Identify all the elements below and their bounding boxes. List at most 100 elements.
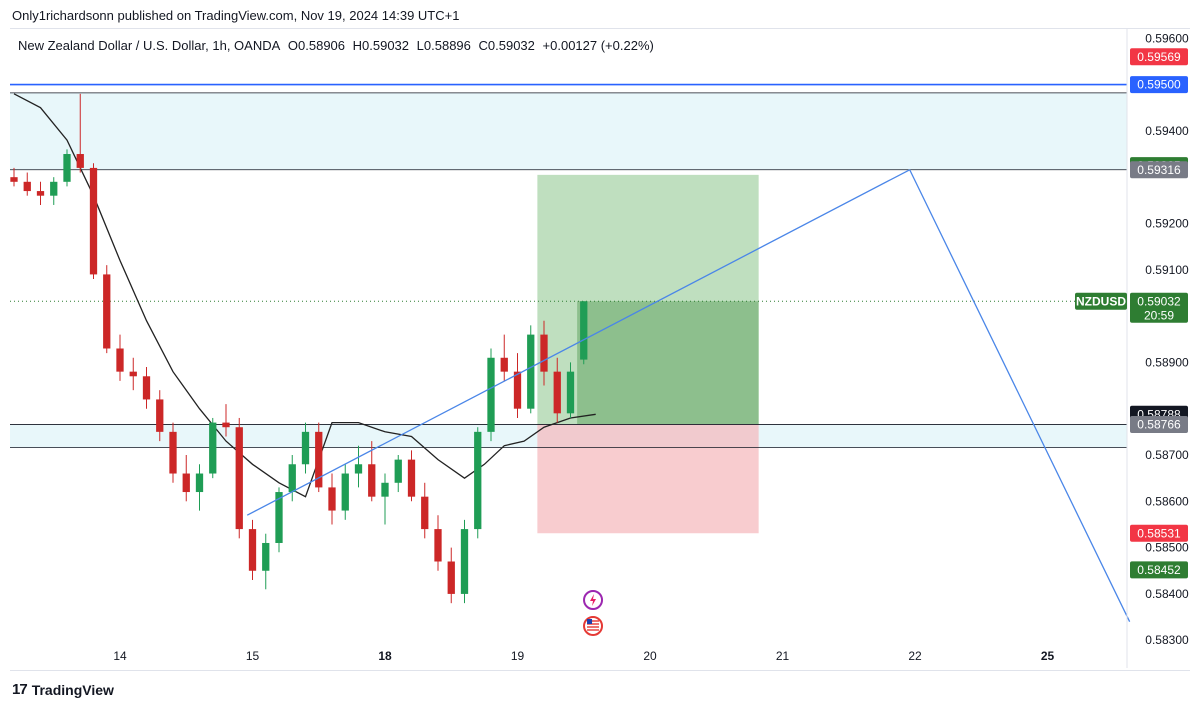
candle-body[interactable] (275, 492, 283, 543)
price-tick-label: 0.58400 (1145, 587, 1189, 601)
legend-high: H0.59032 (352, 38, 410, 53)
time-tick-label: 15 (246, 649, 260, 663)
price-tag[interactable] (1130, 524, 1188, 542)
price-tick-label: 0.58700 (1145, 448, 1189, 462)
price-tag-label: 0.58766 (1137, 417, 1181, 431)
candle-body[interactable] (434, 529, 442, 562)
horizontal-lines-layer (10, 83, 1127, 448)
tradingview-footer[interactable]: 17 TradingView (12, 681, 114, 698)
time-tick-label: 22 (908, 649, 922, 663)
price-tag-label: 0.59569 (1137, 50, 1181, 64)
price-tag-label: 0.59500 (1137, 78, 1181, 92)
candle-body[interactable] (540, 334, 548, 372)
candle-body[interactable] (328, 487, 336, 511)
candle-body[interactable] (341, 473, 349, 511)
open-profit-zone (577, 301, 759, 425)
candle-body[interactable] (500, 357, 508, 372)
candle-body[interactable] (36, 191, 45, 196)
stop-loss-zone[interactable] (537, 424, 759, 534)
candle-body[interactable] (315, 431, 323, 488)
candle-body[interactable] (76, 154, 84, 168)
candle-body[interactable] (142, 376, 151, 400)
trendline[interactable] (246, 169, 911, 516)
candle-body[interactable] (63, 154, 71, 182)
candle-body[interactable] (89, 167, 98, 275)
candle-body[interactable] (527, 334, 535, 409)
price-tag[interactable] (1130, 76, 1188, 94)
candle-body[interactable] (103, 274, 111, 349)
candle-body[interactable] (262, 542, 270, 571)
candle-body[interactable] (209, 422, 217, 474)
candle-body[interactable] (288, 464, 296, 493)
publisher-line: Only1richardsonn published on TradingVie… (12, 8, 460, 23)
candle-body[interactable] (195, 473, 204, 493)
chart-frame (10, 28, 1190, 671)
candle-body[interactable] (566, 371, 575, 414)
candle-body[interactable] (23, 181, 31, 192)
price-tag[interactable] (1130, 161, 1188, 179)
legend-change: +0.00127 (+0.22%) (542, 38, 654, 53)
price-tag-label: 0.59316 (1137, 163, 1181, 177)
legend-instrument: New Zealand Dollar / U.S. Dollar, 1h, OA… (18, 38, 281, 53)
time-tick-label: 20 (643, 649, 657, 663)
time-tick-label: 14 (113, 649, 127, 663)
candle-body[interactable] (407, 459, 416, 497)
price-tick-label: 0.59400 (1145, 124, 1189, 138)
candle-body[interactable] (580, 301, 588, 360)
candles-layer (10, 93, 588, 604)
legend-close: C0.59032 (478, 38, 535, 53)
tradingview-logo-icon: 17 (12, 681, 28, 698)
legend-low: L0.58896 (416, 38, 471, 53)
candle-body[interactable] (116, 348, 124, 372)
candle-body[interactable] (129, 371, 137, 377)
candle-body[interactable] (513, 371, 522, 409)
candle-body[interactable] (460, 529, 469, 594)
candle-body[interactable] (222, 422, 230, 428)
candle-body[interactable] (156, 399, 164, 432)
candle-body[interactable] (553, 371, 561, 414)
price-tag[interactable] (1130, 415, 1188, 433)
price-tag-label: 0.58531 (1137, 526, 1181, 540)
price-tag-label: 0.59032 (1137, 294, 1181, 308)
candle-body[interactable] (447, 561, 455, 594)
symbol-tag[interactable] (1075, 292, 1127, 310)
candle-body[interactable] (394, 459, 402, 483)
trendlines-layer (246, 169, 1131, 622)
footer-brand: TradingView (31, 681, 114, 698)
candle-body[interactable] (301, 431, 310, 465)
candle-body[interactable] (235, 427, 243, 530)
candle-body[interactable] (487, 357, 495, 432)
candle-body[interactable] (248, 529, 257, 571)
candle-body[interactable] (474, 431, 482, 530)
price-tags-layer: 0.595690.595000.593250.593160.5903220:59… (1075, 48, 1188, 579)
price-tick-label: 0.59600 (1145, 31, 1189, 45)
legend-open: O0.58906 (287, 38, 346, 53)
event-icons-layer (583, 590, 604, 636)
target-profit-zone[interactable] (537, 174, 759, 425)
price-tag[interactable] (1130, 292, 1188, 323)
price-tick-label: 0.58900 (1145, 355, 1189, 369)
candle-body[interactable] (421, 496, 429, 530)
candle-body[interactable] (10, 177, 18, 182)
axes-layer: 0.59600 0.59400 0.59200 0.59100 0.58900 0.587… (113, 29, 1189, 668)
time-tick-label: 25 (1041, 649, 1055, 663)
price-tag[interactable] (1130, 561, 1188, 579)
position-tool (537, 174, 759, 534)
candle-body[interactable] (381, 482, 389, 497)
support-resistance-zone[interactable] (10, 92, 1127, 170)
countdown-label: 20:59 (1144, 308, 1174, 322)
candle-body[interactable] (182, 473, 190, 493)
us-flag-icon[interactable] (583, 616, 604, 636)
candle-body[interactable] (354, 464, 363, 474)
price-tag-label: 0.58452 (1137, 563, 1181, 577)
flag-canton (587, 619, 593, 624)
symbol-legend: New Zealand Dollar / U.S. Dollar, 1h, OA… (18, 38, 658, 53)
candle-body[interactable] (368, 464, 376, 497)
candle-body[interactable] (50, 181, 58, 196)
candle-body[interactable] (169, 431, 177, 474)
price-tick-label: 0.58500 (1145, 541, 1189, 555)
trendline[interactable] (909, 169, 1131, 622)
price-tick-label: 0.58300 (1145, 633, 1189, 647)
price-tag[interactable] (1130, 48, 1188, 66)
